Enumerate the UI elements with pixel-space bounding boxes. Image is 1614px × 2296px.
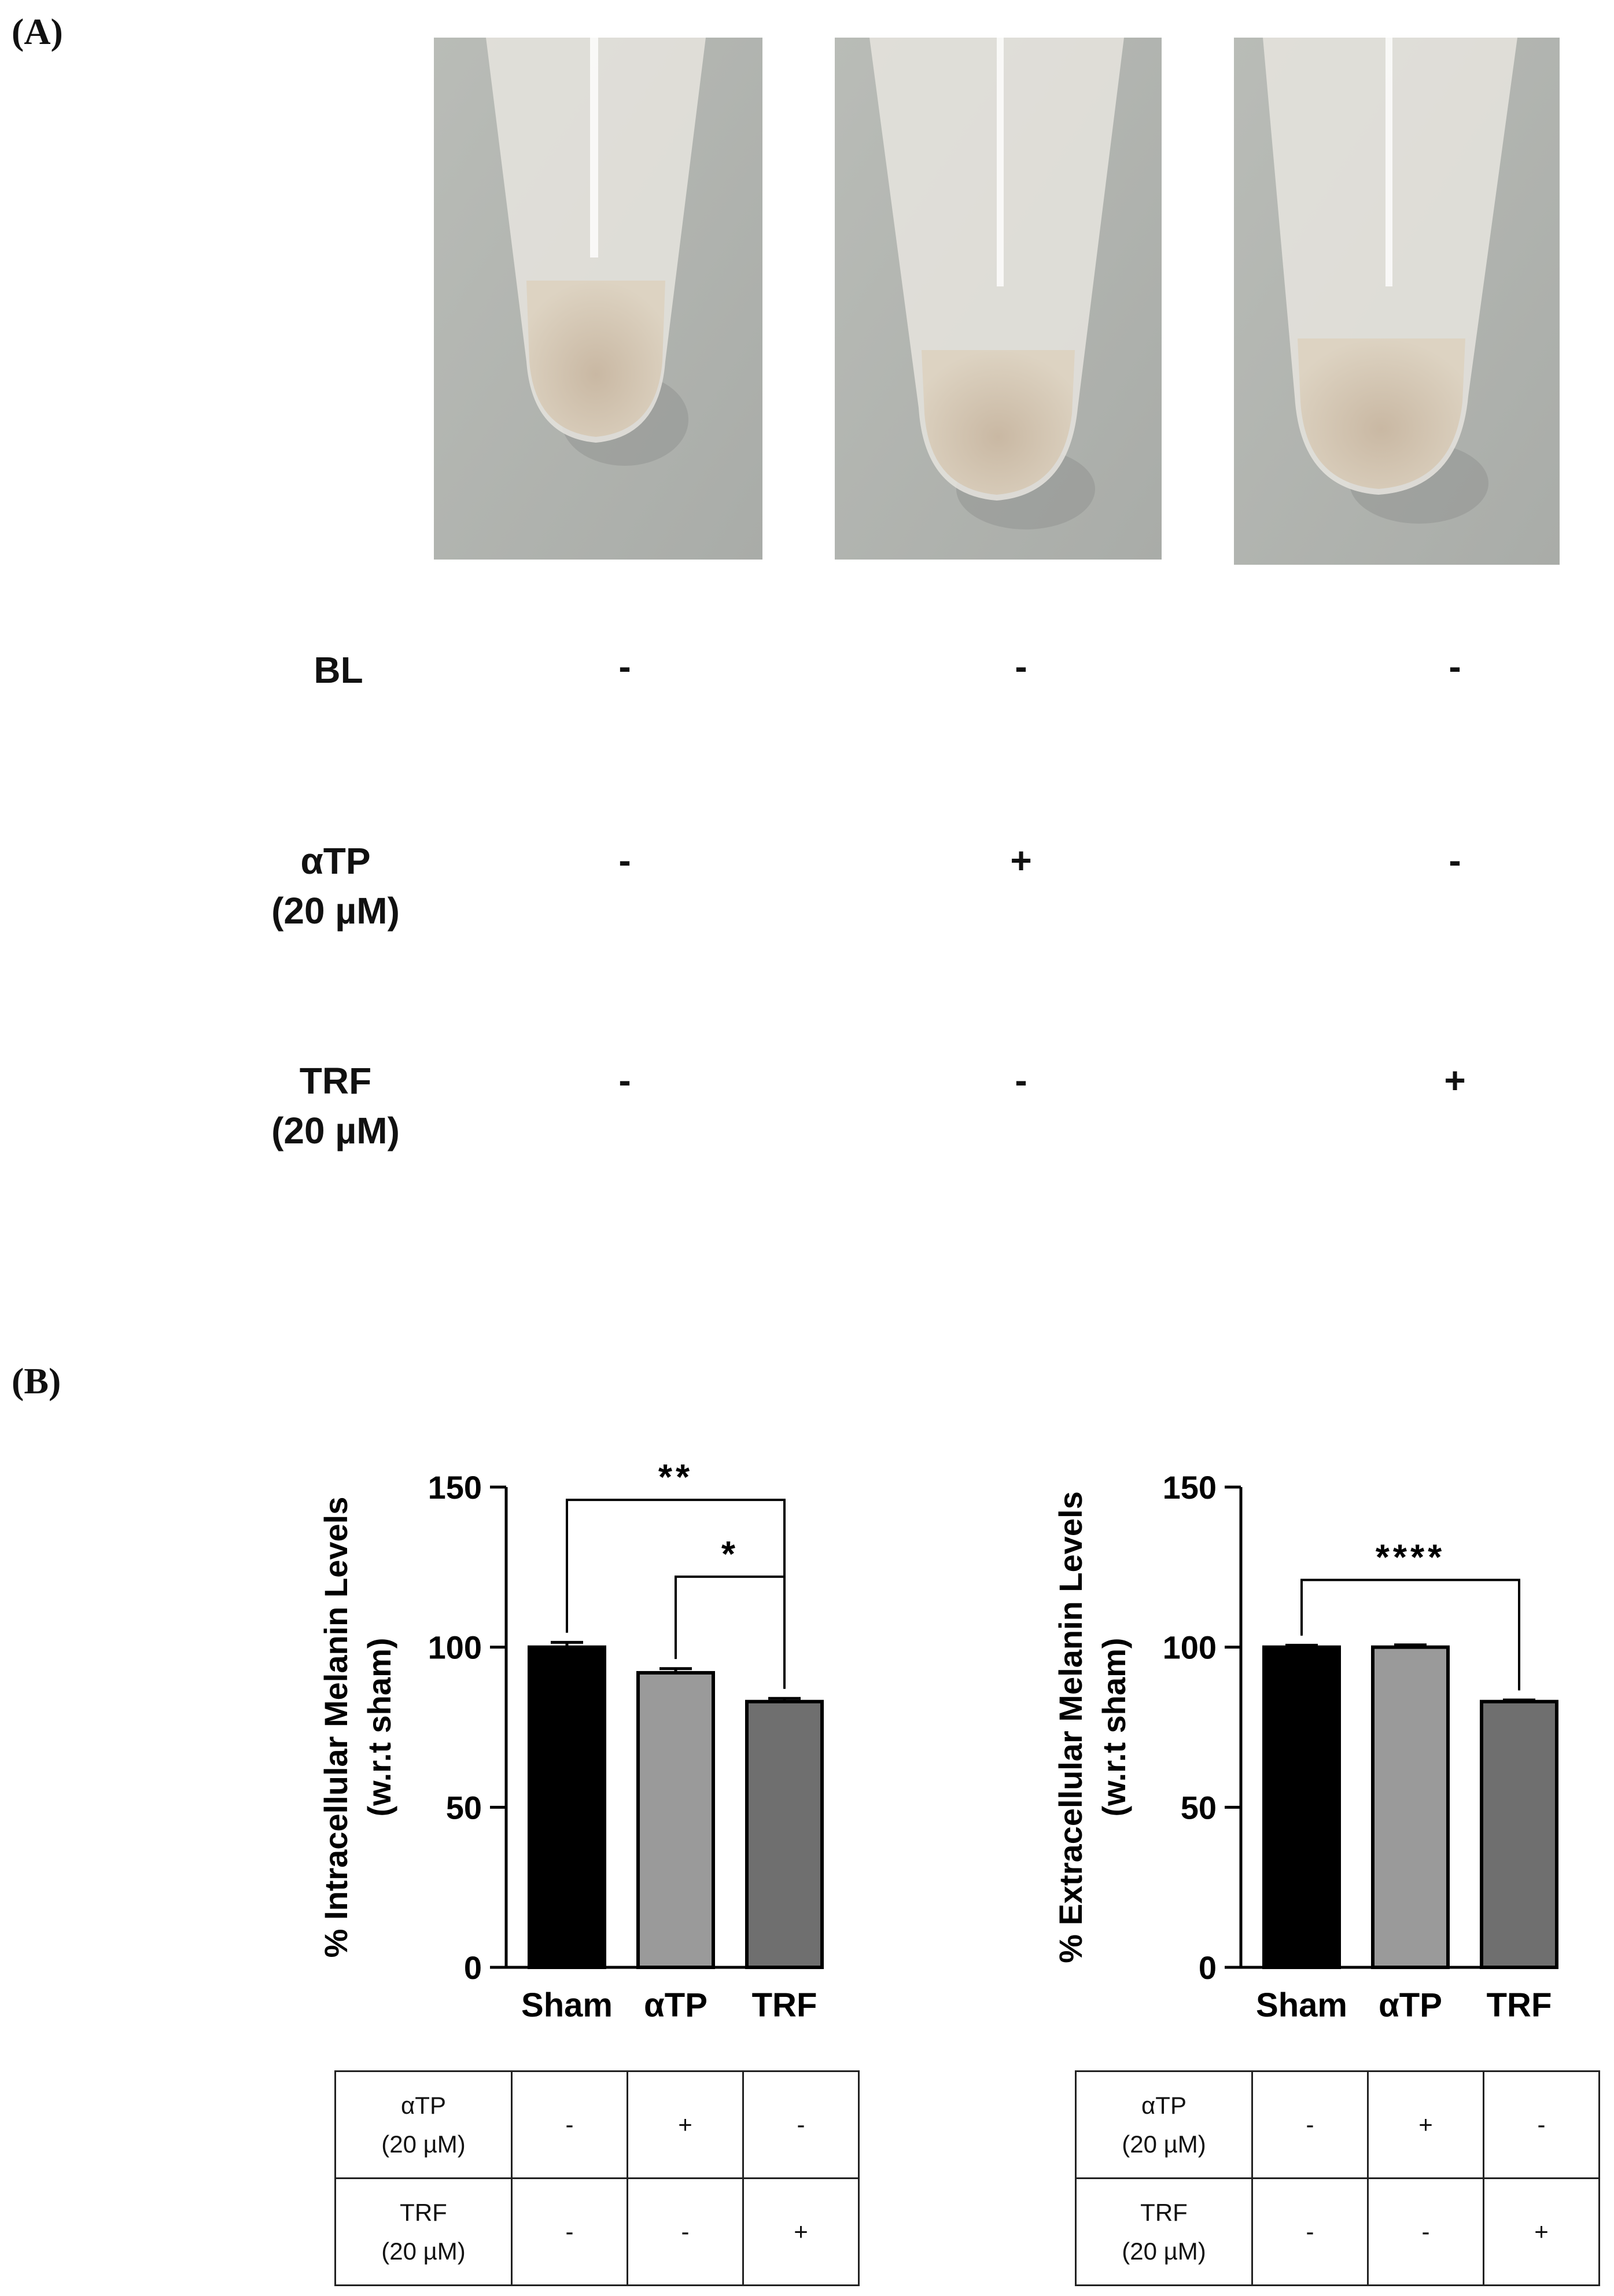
- bar-2: [1371, 1645, 1450, 1969]
- y-axis-label-units: (w.r.t sham): [1096, 1638, 1132, 1816]
- tube-photo-2: [835, 38, 1162, 560]
- y-tick-label: 50: [446, 1789, 482, 1826]
- condition-row-label-line1: TRF: [400, 2198, 447, 2226]
- condition-label-atp-line2: (20 µM): [271, 890, 400, 932]
- bar-3: [745, 1699, 824, 1969]
- x-tick-label: αTP: [1379, 1986, 1442, 2024]
- condition-row-label-line2: (20 µM): [381, 2238, 466, 2265]
- bar-1: [1262, 1645, 1341, 1969]
- sign-trf-1: -: [618, 1059, 631, 1101]
- condition-row-label-line2: (20 µM): [1122, 2131, 1206, 2158]
- x-tick-label: TRF: [752, 1986, 817, 2024]
- condition-row-label: TRF (20 µM): [1075, 2177, 1253, 2286]
- condition-row-label: αTP (20 µM): [1075, 2070, 1253, 2179]
- condition-row-label-line1: αTP: [401, 2091, 446, 2119]
- x-tick-label: Sham: [1256, 1986, 1347, 2024]
- y-axis-label: % Intracellular Melanin Levels: [318, 1497, 354, 1958]
- y-axis-label-units: (w.r.t sham): [361, 1638, 397, 1816]
- condition-cell: -: [1251, 2177, 1369, 2286]
- sign-trf-3: +: [1444, 1059, 1466, 1101]
- condition-row-label-line2: (20 µM): [1122, 2238, 1206, 2265]
- condition-table-intracellular: αTP (20 µM) - + - TRF (20 µM) - - +: [334, 2070, 860, 2286]
- tube-photo-3: [1234, 38, 1560, 565]
- significance-label: *: [721, 1535, 739, 1574]
- sign-bl-3: -: [1449, 646, 1461, 687]
- y-tick-label: 50: [1181, 1789, 1217, 1826]
- extracellular-melanin-chart: 0 50 100 150 % Extracellular Melanin Levels(…: [1052, 1469, 1558, 2024]
- sign-atp-2: +: [1010, 840, 1032, 881]
- condition-cell: -: [742, 2070, 860, 2179]
- panel-label-a: (A): [12, 11, 63, 52]
- condition-cell: +: [1367, 2070, 1484, 2179]
- sign-bl-2: -: [1015, 646, 1027, 687]
- sign-trf-2: -: [1015, 1059, 1027, 1101]
- y-tick-label: 100: [428, 1629, 482, 1666]
- condition-label-trf-line1: TRF: [299, 1060, 372, 1102]
- bar-2: [636, 1671, 715, 1969]
- condition-row: αTP (20 µM) - + -: [334, 2070, 860, 2179]
- condition-row-label-line1: TRF: [1140, 2198, 1188, 2226]
- condition-cell: -: [1483, 2070, 1600, 2179]
- bar-1: [528, 1645, 606, 1969]
- condition-label-atp: αTP (20 µM): [237, 836, 434, 936]
- condition-cell: -: [1251, 2070, 1369, 2179]
- y-tick-label: 150: [1163, 1469, 1217, 1506]
- significance-bracket: [675, 1575, 786, 1689]
- y-tick-label: 0: [1199, 1949, 1217, 1986]
- condition-cell: -: [627, 2177, 744, 2286]
- condition-cell: +: [1483, 2177, 1600, 2286]
- y-axis-label: % Extracellular Melanin Levels: [1052, 1491, 1089, 1963]
- condition-label-atp-line1: αTP: [300, 840, 371, 882]
- sign-bl-1: -: [618, 646, 631, 687]
- condition-cell: +: [627, 2070, 744, 2179]
- condition-row-label: TRF (20 µM): [334, 2177, 513, 2286]
- sign-atp-1: -: [618, 840, 631, 881]
- condition-cell: -: [1367, 2177, 1484, 2286]
- significance-bracket: [1300, 1578, 1520, 1691]
- intracellular-melanin-chart: 0 50 100 150 % Intracellular Melanin Levels(…: [318, 1458, 824, 2024]
- condition-table-extracellular: αTP (20 µM) - + - TRF (20 µM) - - +: [1075, 2070, 1600, 2286]
- condition-cell: +: [742, 2177, 860, 2286]
- condition-row-label-line2: (20 µM): [381, 2131, 466, 2158]
- x-tick-label: αTP: [644, 1986, 707, 2024]
- x-tick-label: Sham: [521, 1986, 613, 2024]
- y-tick-label: 100: [1163, 1629, 1217, 1666]
- tube-photo-1: [434, 38, 762, 560]
- bar-3: [1480, 1699, 1558, 1969]
- condition-cell: -: [511, 2177, 628, 2286]
- condition-label-bl: BL: [314, 649, 363, 691]
- condition-label-trf: TRF (20 µM): [237, 1056, 434, 1156]
- significance-label: ****: [1376, 1537, 1446, 1577]
- condition-row: TRF (20 µM) - - +: [1075, 2177, 1600, 2286]
- significance-label: **: [658, 1458, 693, 1497]
- condition-label-trf-line2: (20 µM): [271, 1110, 400, 1152]
- sign-atp-3: -: [1449, 840, 1461, 881]
- panel-label-b: (B): [12, 1360, 61, 1401]
- x-tick-label: TRF: [1487, 1986, 1552, 2024]
- y-tick-label: 0: [464, 1949, 482, 1986]
- condition-row-label: αTP (20 µM): [334, 2070, 513, 2179]
- y-tick-label: 150: [428, 1469, 482, 1506]
- condition-row: αTP (20 µM) - + -: [1075, 2070, 1600, 2179]
- condition-cell: -: [511, 2070, 628, 2179]
- condition-row-label-line1: αTP: [1141, 2091, 1186, 2119]
- condition-row: TRF (20 µM) - - +: [334, 2177, 860, 2286]
